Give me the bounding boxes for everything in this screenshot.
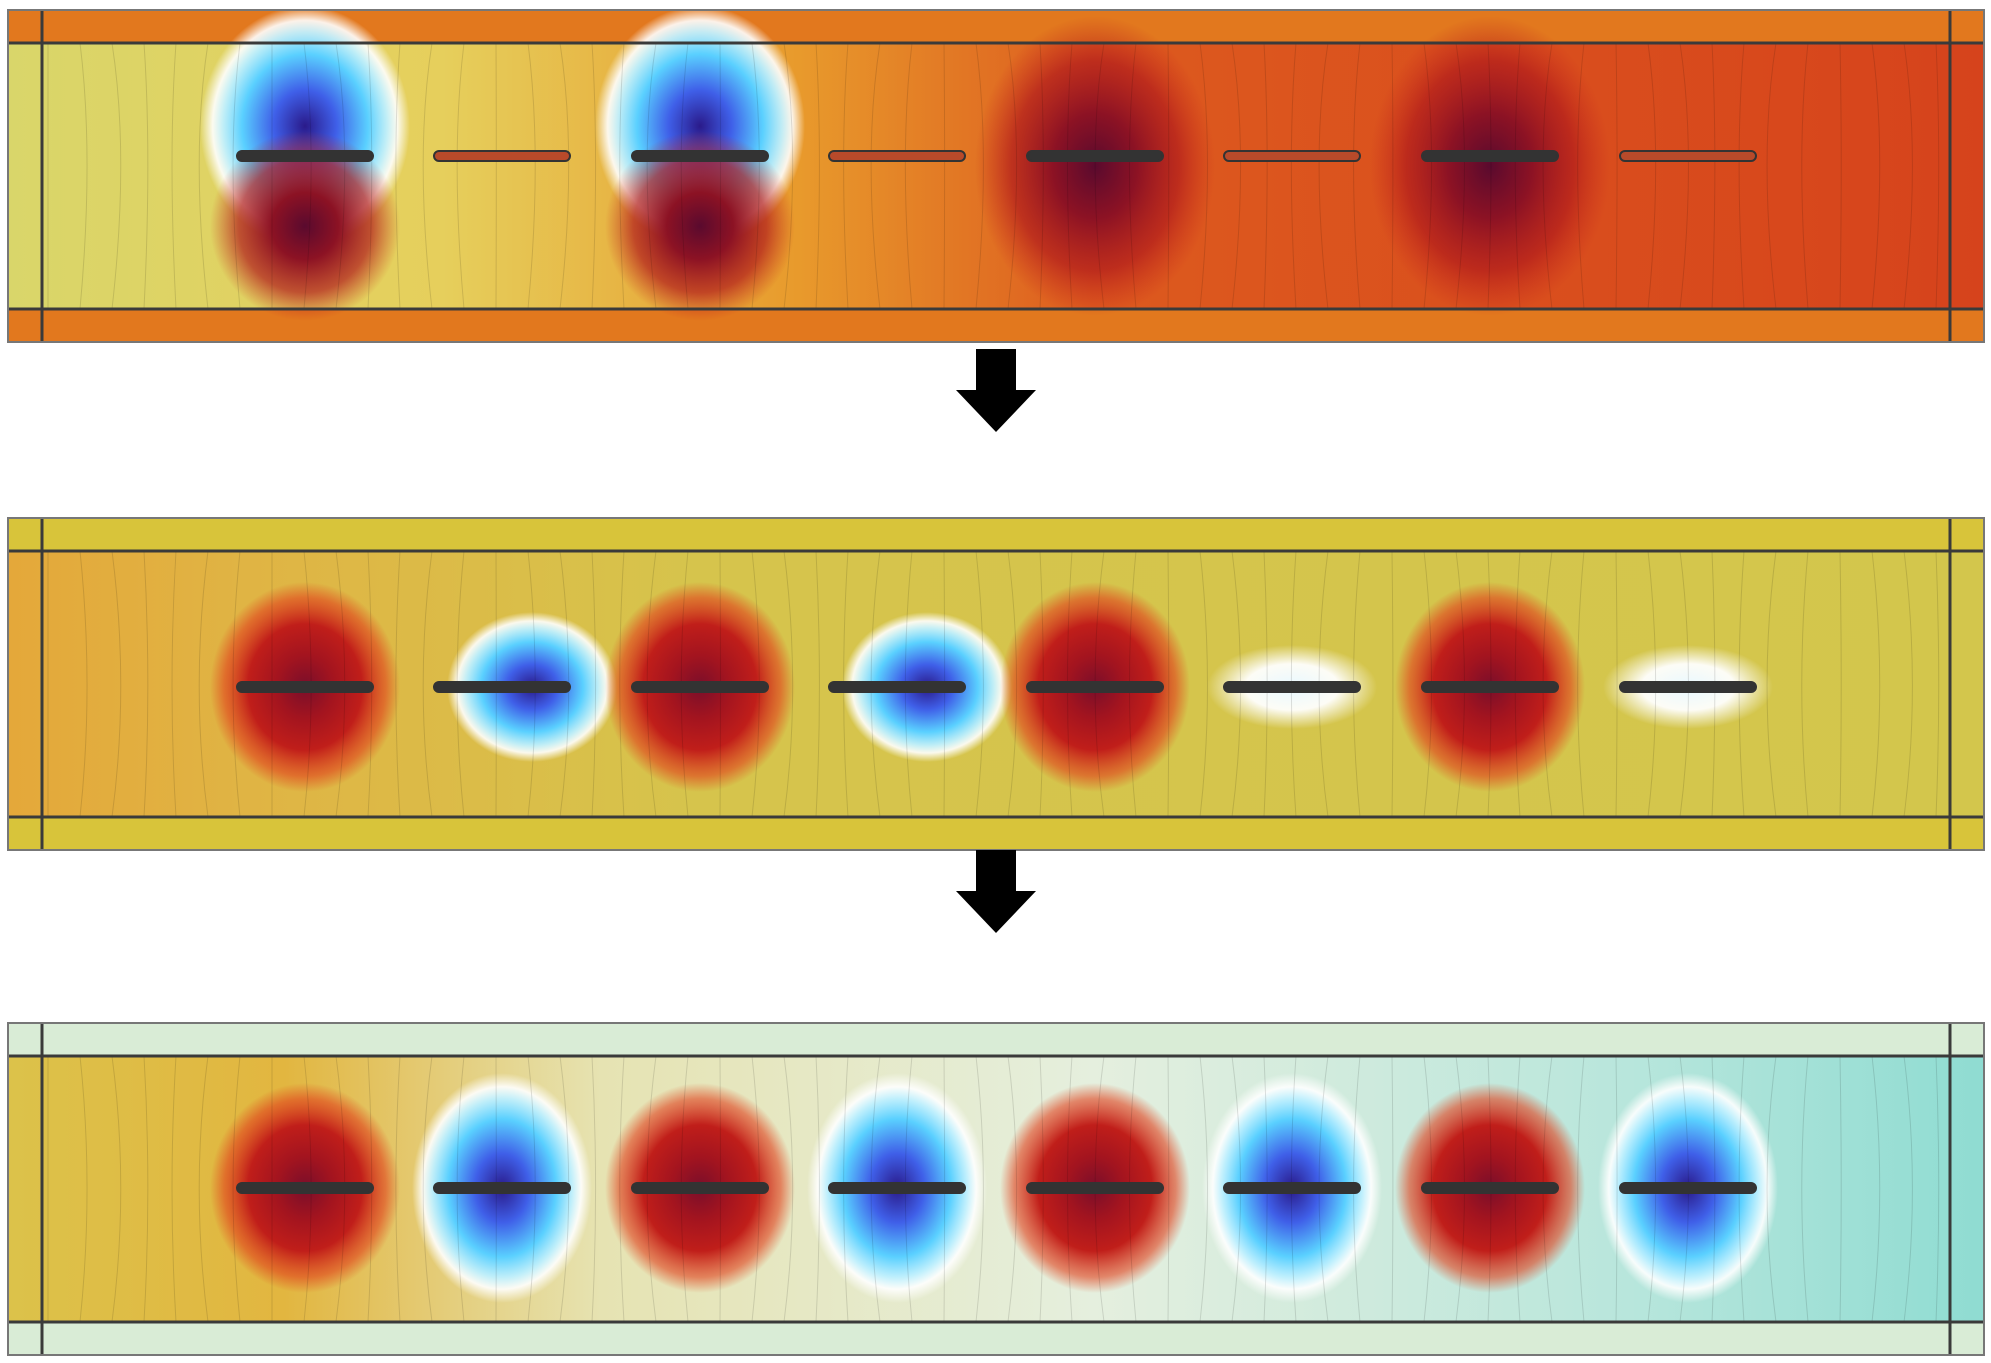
panels-layer xyxy=(7,9,1985,1356)
electrode xyxy=(631,150,769,162)
electrode xyxy=(236,681,374,693)
down-arrow-icon xyxy=(956,850,1036,933)
electrode xyxy=(433,150,571,162)
panel-2 xyxy=(7,517,1985,851)
electrode xyxy=(1026,1182,1164,1194)
field-lines xyxy=(47,42,1940,310)
electrode xyxy=(433,681,571,693)
field-halo xyxy=(975,16,1215,316)
electrode xyxy=(631,1182,769,1194)
electrode xyxy=(1421,1182,1559,1194)
electrode xyxy=(1619,1182,1757,1194)
field-lines xyxy=(47,1055,1940,1323)
electrode xyxy=(1421,681,1559,693)
panel-border xyxy=(7,9,1985,343)
field-halo xyxy=(605,131,795,321)
electrode xyxy=(1223,681,1361,693)
panel-1 xyxy=(7,9,1985,343)
electrode xyxy=(828,150,966,162)
field-halo xyxy=(1370,16,1610,316)
panel-3 xyxy=(7,1022,1985,1356)
electrode xyxy=(1026,681,1164,693)
down-arrow-icon xyxy=(956,349,1036,432)
arrows-layer xyxy=(956,349,1036,933)
electrode xyxy=(1223,1182,1361,1194)
electrode xyxy=(1223,150,1361,162)
panel-border xyxy=(7,1022,1985,1356)
electrode xyxy=(236,1182,374,1194)
electrode xyxy=(631,681,769,693)
electrode xyxy=(828,1182,966,1194)
field-halo xyxy=(210,131,400,321)
electrode xyxy=(236,150,374,162)
electrode xyxy=(1619,681,1757,693)
electrode xyxy=(828,681,966,693)
electrode xyxy=(1026,150,1164,162)
electrode xyxy=(433,1182,571,1194)
electrode xyxy=(1619,150,1757,162)
electrode xyxy=(1421,150,1559,162)
